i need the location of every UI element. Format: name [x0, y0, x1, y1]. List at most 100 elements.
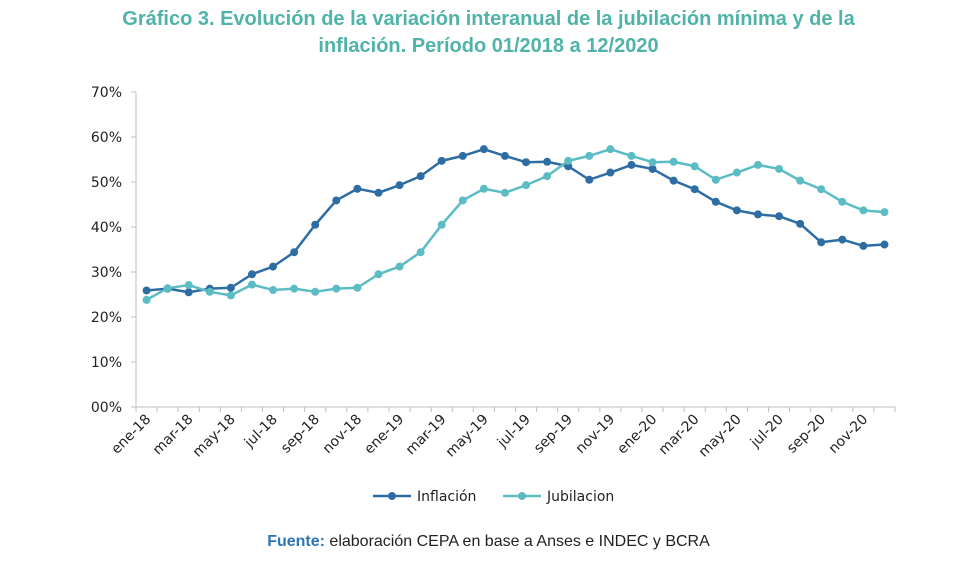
data-point — [290, 248, 299, 257]
x-tick-label: mar-19 — [403, 412, 450, 459]
series-line — [146, 147, 885, 294]
chart-title: Gráfico 3. Evolución de la variación int… — [0, 6, 977, 60]
data-point — [332, 284, 341, 293]
data-point — [775, 164, 784, 173]
data-point — [437, 156, 446, 165]
data-point — [838, 197, 847, 206]
x-tick-label: sep-20 — [784, 412, 829, 457]
y-tick-label: 00% — [91, 400, 122, 416]
x-tick-label: jul-18 — [241, 412, 281, 452]
data-point — [311, 220, 320, 229]
data-point — [543, 157, 552, 166]
data-point — [796, 219, 805, 228]
legend-label: Jubilacion — [546, 489, 614, 505]
data-point — [332, 196, 341, 205]
data-point — [479, 184, 488, 193]
x-tick-label: may-20 — [696, 412, 745, 461]
x-tick-label: ene-20 — [614, 412, 660, 458]
x-tick-label: may-18 — [190, 412, 239, 461]
data-point — [711, 197, 720, 206]
series-inflacion — [142, 145, 889, 297]
data-point — [205, 287, 214, 296]
data-point — [775, 212, 784, 221]
source-text: elaboración CEPA en base a Anses e INDEC… — [324, 533, 710, 550]
chart-title-line-1: Gráfico 3. Evolución de la variación int… — [122, 8, 855, 30]
data-point — [247, 280, 256, 289]
data-point — [226, 283, 235, 292]
data-point — [416, 248, 425, 257]
data-point — [374, 188, 383, 197]
data-point — [796, 176, 805, 185]
data-point — [142, 295, 151, 304]
y-tick-label: 20% — [91, 310, 122, 326]
data-point — [458, 196, 467, 205]
data-point — [247, 270, 256, 279]
data-point — [690, 162, 699, 171]
series-jubilacion — [142, 145, 889, 304]
data-point — [184, 281, 193, 290]
data-point — [859, 241, 868, 250]
data-point — [437, 220, 446, 229]
data-point — [290, 284, 299, 293]
data-point — [859, 206, 868, 215]
data-point — [522, 181, 531, 190]
y-tick-label: 50% — [91, 175, 122, 191]
x-tick-label: sep-18 — [278, 412, 323, 457]
data-point — [711, 175, 720, 184]
x-tick-label: ene-19 — [361, 412, 407, 458]
data-point — [627, 160, 636, 169]
x-tick-label: jul-19 — [494, 412, 534, 452]
legend-swatch-marker — [388, 492, 396, 500]
data-point — [817, 238, 826, 247]
data-point — [753, 210, 762, 219]
line-chart: 00%10%20%30%40%50%60%70% ene-18mar-18may… — [91, 85, 896, 505]
data-point — [669, 176, 678, 185]
data-point — [269, 262, 278, 271]
legend-swatch-marker — [518, 492, 526, 500]
chart-axes — [135, 92, 895, 408]
data-point — [585, 175, 594, 184]
data-point — [880, 240, 889, 249]
data-point — [669, 157, 678, 166]
data-point — [142, 286, 151, 295]
series-line — [145, 147, 885, 301]
data-point — [163, 284, 172, 293]
x-tick-label: mar-20 — [656, 412, 703, 459]
data-point — [226, 291, 235, 300]
data-point — [648, 164, 657, 173]
data-point — [395, 262, 404, 271]
chart-series — [142, 145, 889, 304]
data-point — [606, 145, 615, 154]
x-tick-label: mar-18 — [150, 412, 197, 459]
y-tick-label: 30% — [91, 265, 122, 281]
chart-legend: Inflación Jubilacion — [373, 489, 614, 505]
data-point — [416, 172, 425, 181]
x-tick-label: nov-20 — [826, 412, 871, 457]
x-tick-label: jul-20 — [747, 412, 787, 452]
data-point — [606, 168, 615, 177]
data-point — [353, 184, 362, 193]
source-note: Fuente: elaboración CEPA en base a Anses… — [0, 533, 977, 551]
data-point — [838, 235, 847, 244]
y-tick-label: 40% — [91, 220, 122, 236]
data-point — [585, 151, 594, 160]
chart-title-line-2: inflación. Período 01/2018 a 12/2020 — [318, 35, 659, 57]
data-point — [732, 168, 741, 177]
data-point — [311, 287, 320, 296]
x-tick-label: may-19 — [443, 412, 492, 461]
y-tick-label: 60% — [91, 130, 122, 146]
x-tick-label: nov-19 — [573, 412, 618, 457]
data-point — [880, 208, 889, 217]
y-tick-label: 10% — [91, 355, 122, 371]
data-point — [690, 185, 699, 194]
data-point — [374, 270, 383, 279]
data-point — [817, 185, 826, 194]
y-axis-ticks: 00% 10% 20% 30% 40% 50% 60% 70% — [91, 85, 136, 416]
data-point — [627, 151, 636, 160]
data-point — [543, 172, 552, 181]
data-point — [500, 151, 509, 160]
data-point — [269, 286, 278, 294]
x-tick-label: ene-18 — [108, 412, 154, 458]
data-point — [648, 158, 657, 167]
